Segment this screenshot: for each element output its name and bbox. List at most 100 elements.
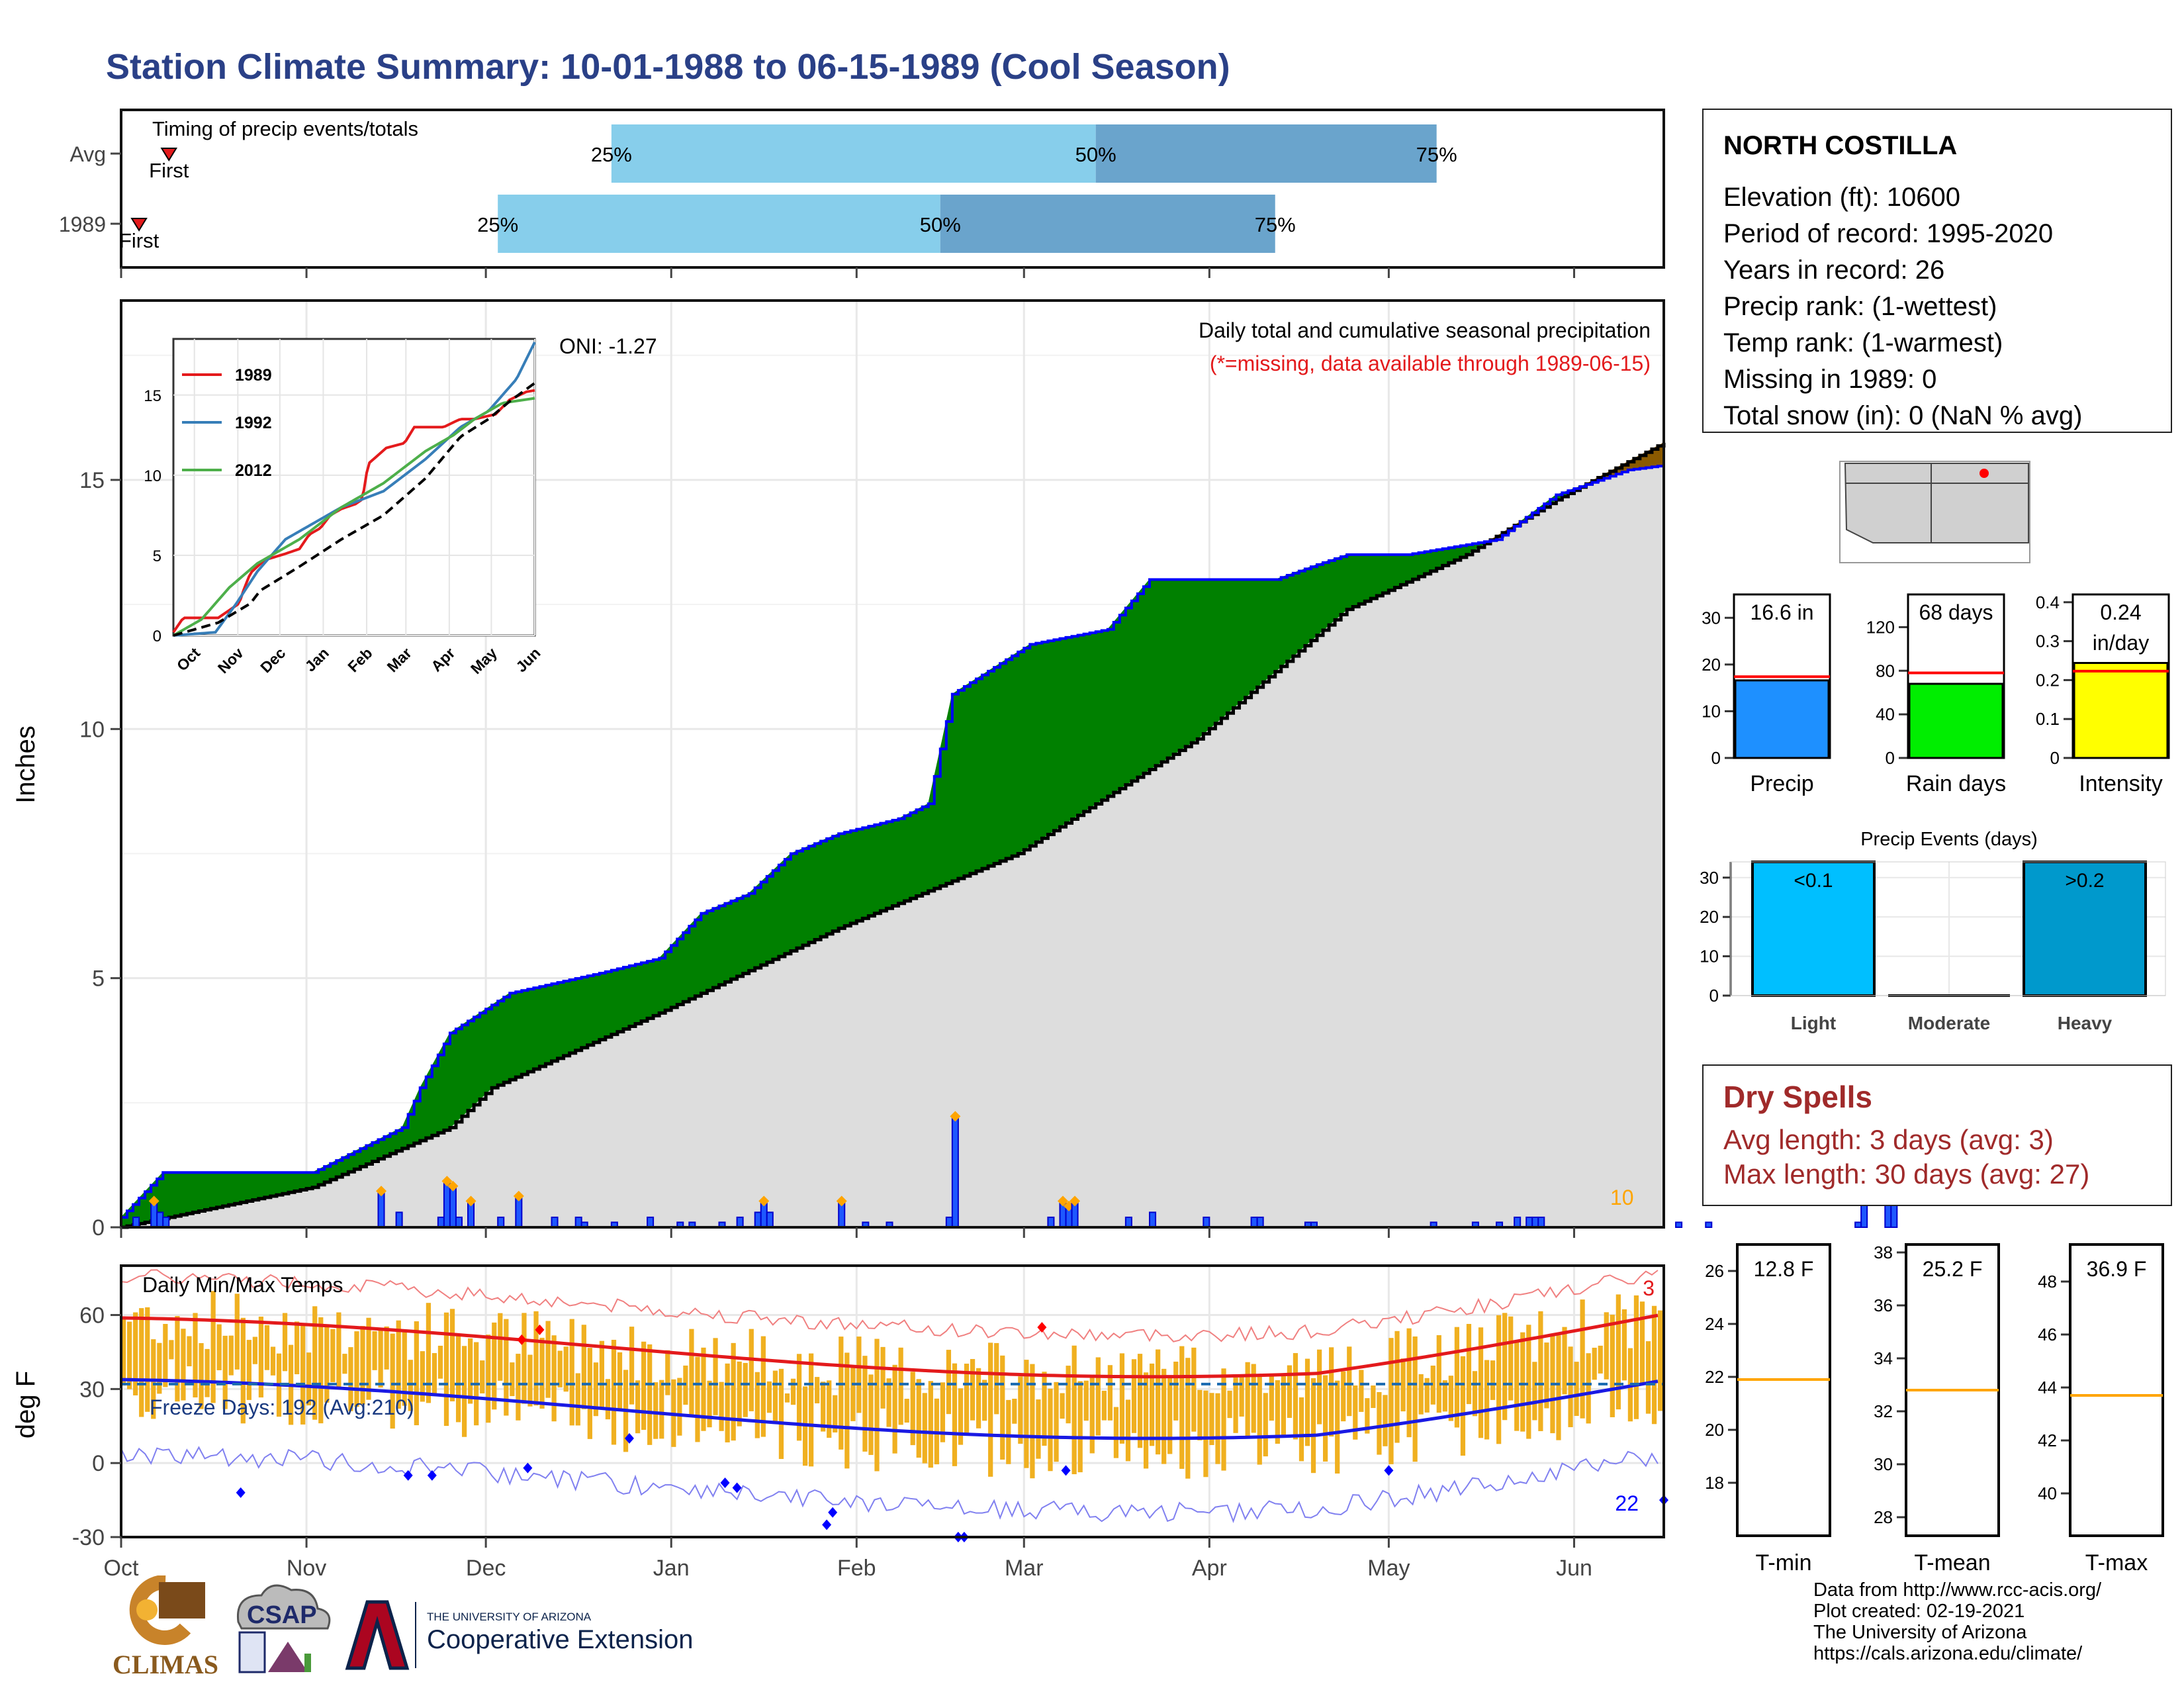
daily-temp-bar: [426, 1303, 432, 1403]
surplus-area: [731, 898, 738, 980]
y-tick-label: 10: [79, 717, 105, 742]
surplus-area: [898, 815, 905, 904]
y-tick-label: 0: [92, 1215, 105, 1241]
daily-precip-bar: [455, 1216, 463, 1229]
daily-precip-bar: [766, 1211, 774, 1228]
chart-caption: Daily total and cumulative seasonal prec…: [1199, 318, 1651, 342]
ua-small-text: THE UNIVERSITY OF ARIZONA: [427, 1611, 592, 1623]
daily-temp-bar: [862, 1356, 868, 1452]
daily-precip-bar: [156, 1211, 164, 1228]
temp-summary-y-tick-label: 18: [1705, 1473, 1724, 1493]
daily-temp-bar: [1275, 1380, 1280, 1444]
surplus-area: [1155, 579, 1162, 767]
daily-temp-bar: [1651, 1305, 1657, 1425]
university-of-arizona-logo: THE UNIVERSITY OF ARIZONA Cooperative Ex…: [345, 1600, 693, 1670]
daily-temp-bar: [1095, 1357, 1101, 1436]
daily-temp-bar: [522, 1313, 527, 1404]
daily-temp-bar: [1592, 1347, 1597, 1380]
daily-temp-bar: [539, 1337, 545, 1409]
daily-temp-bar: [886, 1378, 891, 1427]
timing-p25-label: 25%: [591, 143, 632, 166]
daily-temp-bar: [181, 1329, 186, 1401]
surplus-area: [749, 886, 756, 972]
credit-line: The University of Arizona: [1813, 1622, 2027, 1643]
daily-precip-bar: [951, 1117, 959, 1228]
daily-temp-bar: [1532, 1362, 1537, 1421]
surplus-area: [1095, 630, 1103, 805]
temp-summary-y-tick-label: 42: [2038, 1430, 2057, 1450]
first-event-label: First: [149, 159, 189, 182]
daily-temp-bar: [1263, 1393, 1268, 1457]
daily-temp-bar: [551, 1335, 557, 1422]
daily-temp-bar: [1077, 1381, 1083, 1473]
temp-summary-frame: [1736, 1243, 1831, 1537]
summary-bar-label: Precip: [1750, 771, 1813, 796]
temp-summary-y-tick-label: 24: [1705, 1314, 1724, 1334]
surplus-area: [1077, 633, 1085, 816]
daily-temp-bar: [1071, 1345, 1077, 1475]
record-low-marker: [236, 1487, 246, 1498]
surplus-area: [922, 803, 929, 894]
daily-temp-bar: [635, 1380, 641, 1434]
cumulative-1989-line: [121, 465, 1665, 1219]
daily-temp-bar: [1448, 1376, 1453, 1421]
daily-temp-bar: [1304, 1358, 1310, 1446]
daily-precip-bar: [1854, 1221, 1862, 1229]
daily-temp-bar: [246, 1340, 251, 1400]
daily-temp-bar: [414, 1321, 419, 1426]
event-marker: [441, 1176, 453, 1187]
daily-temp-bar: [295, 1321, 300, 1375]
temp-summary-y-tick-label: 46: [2038, 1325, 2057, 1344]
surplus-area: [186, 1172, 193, 1214]
daily-temp-bar: [1173, 1361, 1179, 1421]
surplus-area: [647, 959, 654, 1019]
daily-temp-bar: [133, 1312, 138, 1395]
surplus-area: [246, 1172, 253, 1202]
surplus-area: [987, 667, 995, 867]
daily-temp-bar: [492, 1322, 497, 1410]
event-bar-label: >0.2: [2065, 870, 2104, 892]
surplus-area: [1208, 579, 1216, 729]
daily-temp-bar: [1639, 1301, 1645, 1384]
surplus-area: [551, 982, 559, 1062]
daily-temp-bar: [1586, 1353, 1591, 1424]
daily-precip-bar: [1514, 1216, 1522, 1229]
daily-temp-bar: [1526, 1325, 1531, 1439]
surplus-area: [1185, 579, 1192, 747]
event-marker: [950, 1111, 961, 1122]
daily-temp-bar: [533, 1311, 539, 1406]
surplus-area: [1161, 579, 1168, 763]
surplus-area: [754, 881, 762, 968]
daily-temp-bar: [312, 1306, 318, 1420]
surplus-area: [1053, 638, 1060, 831]
daily-temp-bar: [318, 1317, 324, 1424]
daily-temp-bar: [856, 1336, 862, 1413]
daily-temp-bar: [713, 1338, 718, 1415]
first-event-marker: [130, 218, 148, 232]
surplus-area: [999, 659, 1007, 862]
daily-temp-bar: [1496, 1315, 1502, 1444]
surplus-area: [981, 670, 989, 869]
surplus-area: [1005, 655, 1013, 859]
daily-temp-bar: [958, 1388, 964, 1445]
daily-temp-bar: [868, 1374, 874, 1455]
daily-temp-bar: [928, 1381, 933, 1468]
events-x-tick-label: Light: [1791, 1013, 1836, 1033]
avg-min-line: [120, 1378, 1659, 1440]
daily-precip-bar: [1124, 1216, 1132, 1229]
temp-summary-y-tick-label: 34: [1874, 1348, 1893, 1368]
temp-summary-label: T-max: [2085, 1550, 2148, 1575]
daily-temp-bar: [844, 1352, 850, 1469]
daily-temp-bar: [599, 1340, 605, 1408]
daily-temp-bar: [778, 1368, 784, 1460]
surplus-area: [467, 1016, 475, 1111]
daily-temp-bar: [222, 1335, 228, 1409]
surplus-area: [503, 992, 510, 1083]
summary-y-tick-label: 0: [2050, 748, 2060, 768]
daily-temp-bar: [1150, 1363, 1155, 1446]
record-low-marker: [403, 1470, 413, 1481]
event-marker: [758, 1196, 770, 1207]
daily-temp-bar: [390, 1333, 395, 1429]
first-event-marker: [160, 148, 178, 162]
page-title: Station Climate Summary: 10-01-1988 to 0…: [106, 47, 1230, 87]
